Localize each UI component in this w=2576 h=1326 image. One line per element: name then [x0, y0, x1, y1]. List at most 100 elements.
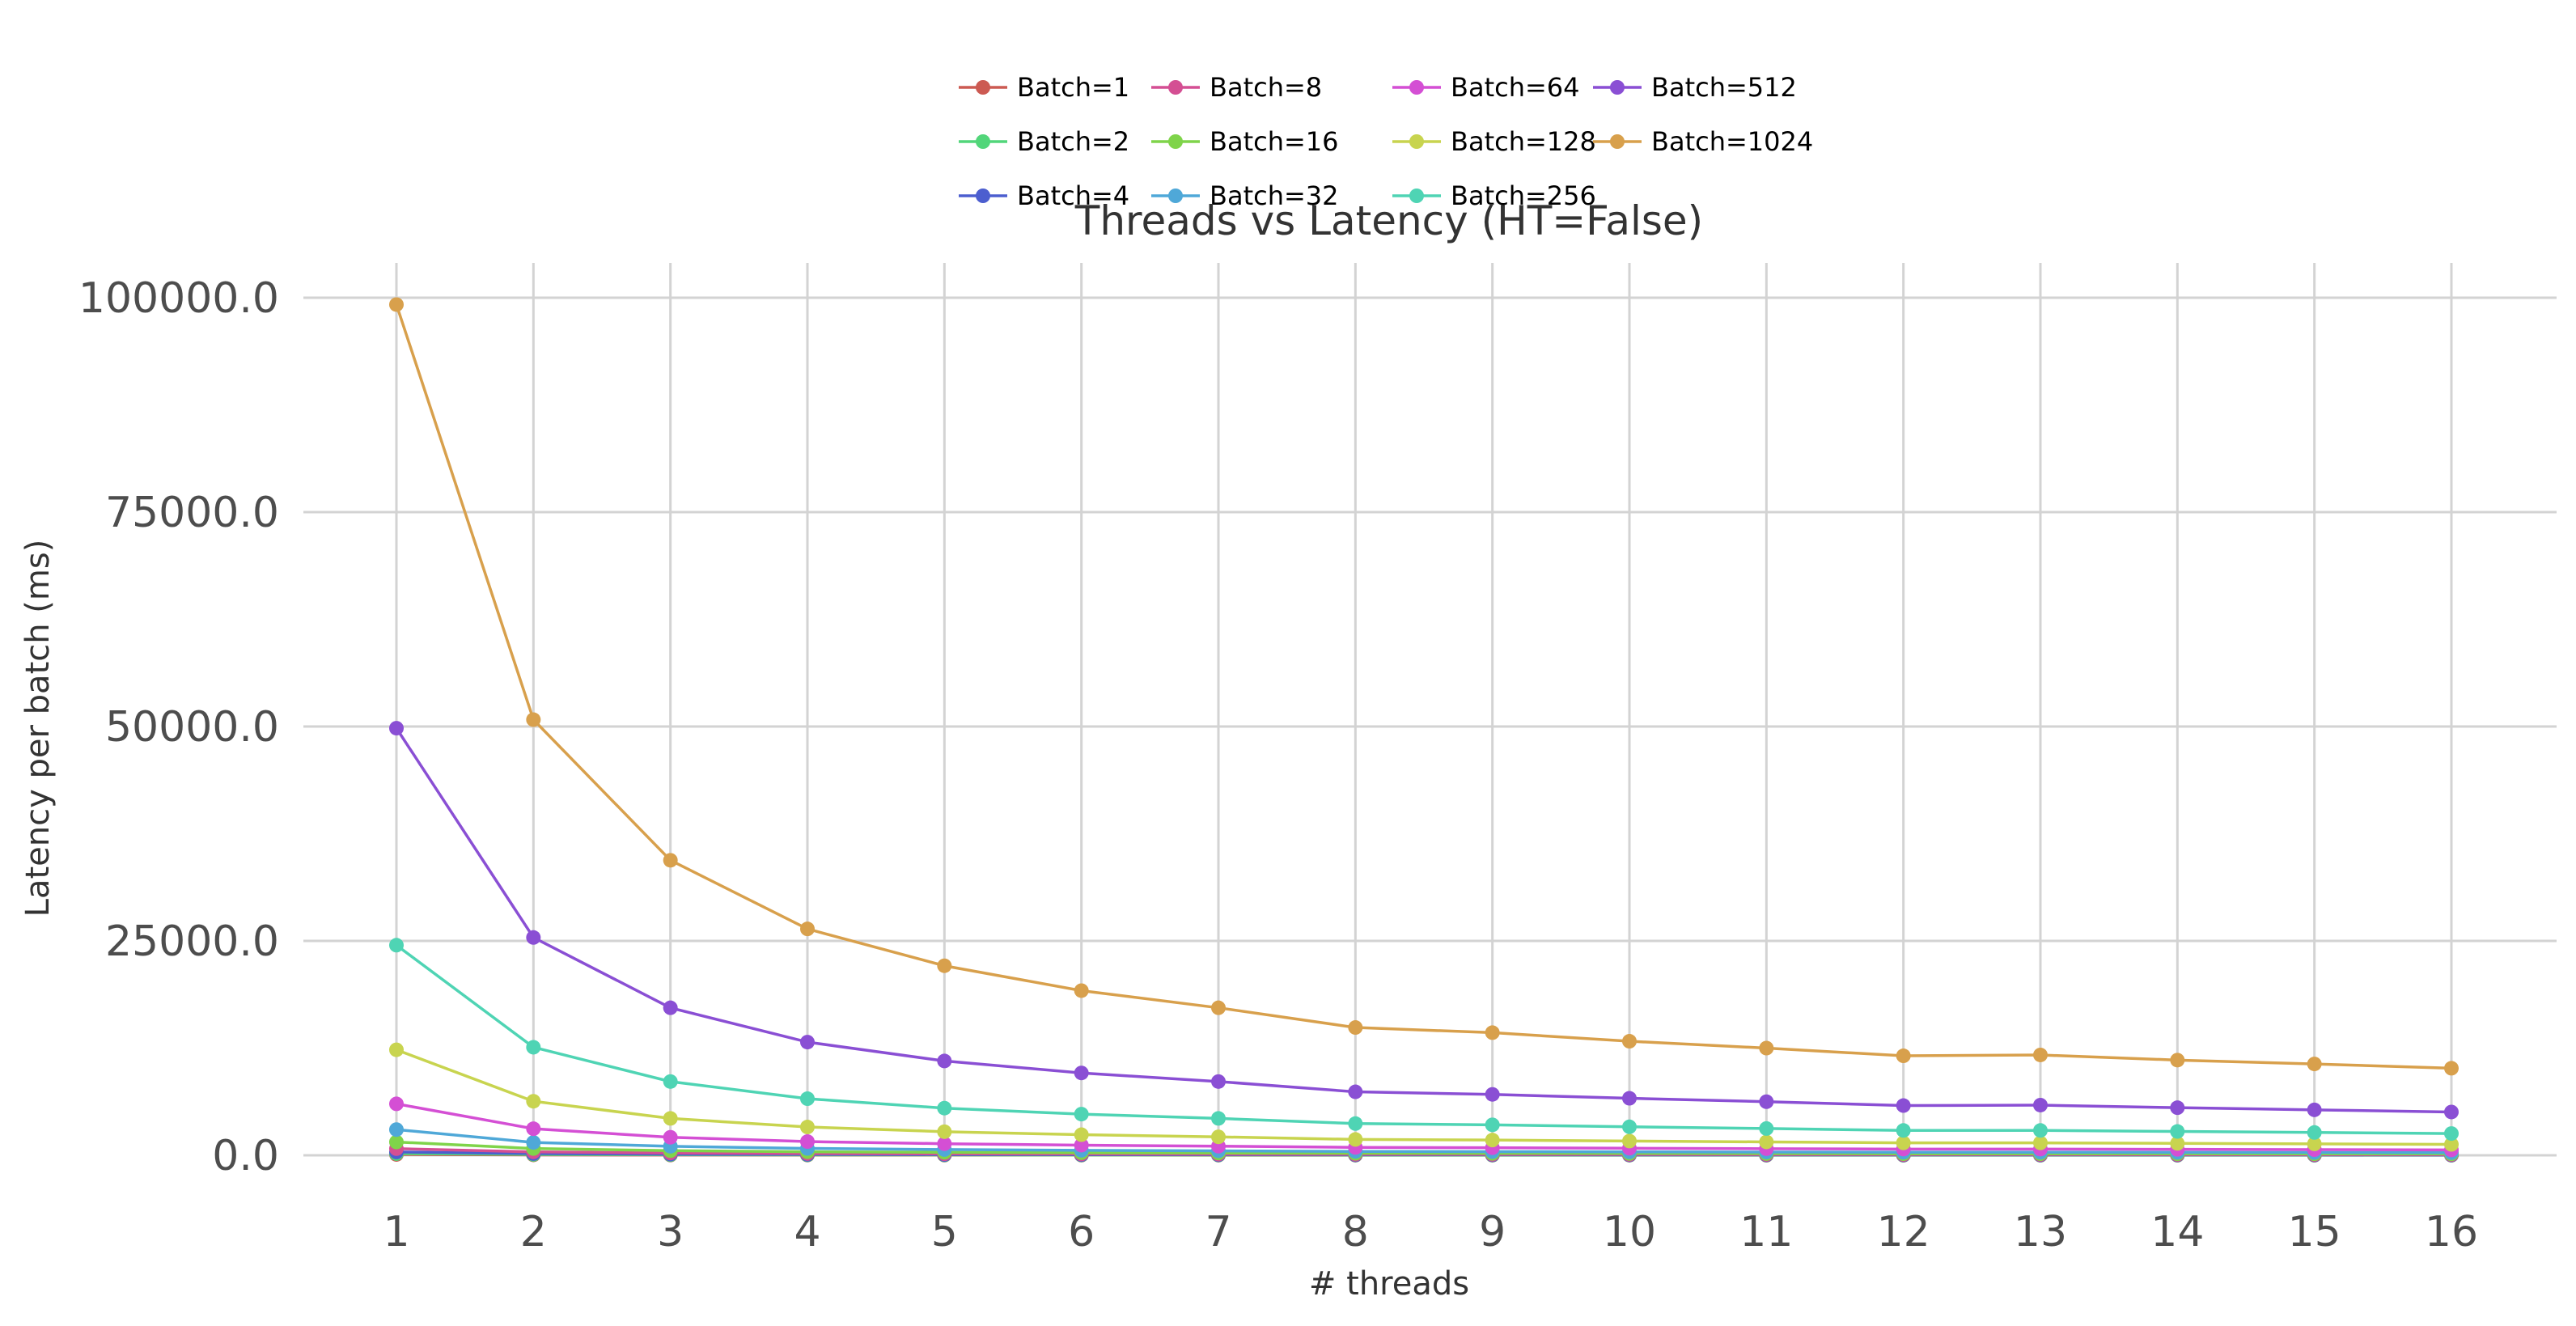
data-point [1211, 1000, 1226, 1015]
data-point [1485, 1025, 1500, 1040]
data-point [1896, 1098, 1911, 1113]
legend-label: Batch=64 [1451, 72, 1580, 103]
legend-marker [976, 189, 990, 203]
legend-marker [976, 80, 990, 95]
legend-marker [976, 134, 990, 149]
x-tick-label: 10 [1603, 1208, 1656, 1256]
series-batch-256 [389, 938, 2459, 1142]
x-tick-label: 1 [383, 1208, 409, 1256]
data-point [1622, 1034, 1637, 1049]
data-point [2170, 1136, 2185, 1151]
legend-marker [1409, 189, 1424, 203]
data-point [2444, 1061, 2459, 1076]
data-point [800, 1134, 815, 1150]
series-line [396, 1048, 2452, 1146]
chart-title: Threads vs Latency (HT=False) [1074, 197, 1703, 244]
data-point [2444, 1137, 2459, 1152]
data-point [1074, 1127, 1089, 1142]
legend-item: Batch=256 [1392, 180, 1596, 211]
x-tick-label: 16 [2425, 1208, 2478, 1256]
series-line [395, 727, 2452, 1114]
grid-layer [303, 263, 2557, 1157]
x-tick-label: 2 [520, 1208, 547, 1256]
data-point [1896, 1135, 1911, 1150]
series-line [395, 943, 2452, 1135]
legend-item: Batch=512 [1593, 72, 1797, 103]
data-point [663, 1000, 678, 1015]
data-point [800, 1120, 815, 1135]
legend-label: Batch=4 [1017, 180, 1129, 211]
data-point [1896, 1123, 1911, 1138]
data-point [389, 721, 404, 736]
legend-item: Batch=2 [959, 126, 1129, 157]
x-tick-label: 11 [1739, 1208, 1793, 1256]
x-tick-label: 14 [2150, 1208, 2204, 1256]
legend-item: Batch=64 [1392, 72, 1580, 103]
legend-item: Batch=8 [1151, 72, 1322, 103]
data-point [526, 1094, 541, 1109]
data-point [389, 1042, 404, 1057]
data-point [389, 1122, 404, 1137]
data-point [2307, 1057, 2322, 1072]
data-point [1622, 1133, 1637, 1149]
legend-marker [1409, 80, 1424, 95]
data-point [2033, 1097, 2048, 1112]
legend-label: Batch=256 [1451, 180, 1596, 211]
data-point [800, 1091, 815, 1107]
legend-item: Batch=128 [1392, 126, 1596, 157]
data-point [389, 1096, 404, 1112]
data-point [800, 1035, 815, 1050]
data-point [1074, 1137, 1089, 1153]
data-point [937, 958, 952, 973]
x-tick-label: 8 [1342, 1208, 1369, 1256]
legend-label: Batch=2 [1017, 126, 1129, 157]
data-point [2033, 1123, 2048, 1138]
data-point [1211, 1111, 1226, 1126]
data-point [1074, 983, 1089, 998]
data-point [1485, 1133, 1500, 1148]
data-point [1896, 1049, 1911, 1064]
data-point [2307, 1125, 2322, 1140]
data-point [389, 938, 404, 953]
data-point [1348, 1132, 1363, 1147]
data-point [800, 921, 815, 937]
data-point [526, 1121, 541, 1137]
y-axis-label: Latency per batch (ms) [19, 540, 57, 917]
legend-marker [1610, 134, 1625, 149]
data-point [1759, 1040, 1774, 1056]
data-point [937, 1100, 952, 1116]
legend-label: Batch=128 [1451, 126, 1596, 157]
data-point [526, 930, 541, 945]
legend-marker [1168, 189, 1183, 203]
legend-label: Batch=32 [1210, 180, 1339, 211]
data-point [526, 1135, 541, 1150]
data-point [663, 853, 678, 868]
series-batch-512 [389, 721, 2459, 1120]
legend-item: Batch=16 [1151, 126, 1339, 157]
series-line [396, 1128, 2452, 1154]
data-point [1348, 1084, 1363, 1099]
data-point [1759, 1094, 1774, 1109]
data-point [1074, 1065, 1089, 1081]
y-tick-label: 75000.0 [105, 489, 279, 537]
data-point [1485, 1117, 1500, 1133]
data-point [937, 1053, 952, 1069]
data-point [2033, 1047, 2048, 1062]
x-axis-ticks: 1 2 3 4 5 6 7 8 9 10 11 12 13 14 15 16 [383, 1208, 2478, 1256]
data-point [1348, 1020, 1363, 1036]
x-tick-label: 4 [794, 1208, 820, 1256]
x-tick-label: 9 [1479, 1208, 1506, 1256]
data-point [937, 1124, 952, 1139]
x-tick-label: 6 [1068, 1208, 1095, 1256]
legend-item: Batch=1 [959, 72, 1129, 103]
legend-marker [1409, 134, 1424, 149]
data-point [2444, 1104, 2459, 1120]
y-tick-label: 100000.0 [78, 274, 279, 323]
x-tick-label: 3 [657, 1208, 684, 1256]
x-tick-label: 5 [931, 1208, 958, 1256]
data-point [2307, 1136, 2322, 1151]
data-point [1759, 1121, 1774, 1136]
y-axis-ticks: 0.0 25000.0 50000.0 75000.0 100000.0 [78, 274, 279, 1180]
x-tick-label: 12 [1877, 1208, 1930, 1256]
